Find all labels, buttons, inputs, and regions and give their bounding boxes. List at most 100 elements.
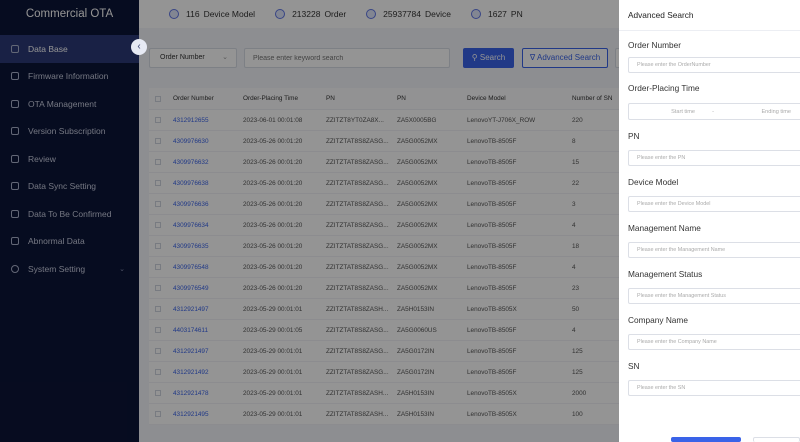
order-number-link[interactable]: 4309976634 [173,221,209,229]
row-checkbox[interactable] [155,327,161,333]
row-checkbox[interactable] [155,264,161,270]
order-number-link[interactable]: 4309976638 [173,179,209,187]
row-checkbox[interactable] [155,369,161,375]
table-row[interactable]: 4309976638 2023-05-26 00:01:20 ZZITZTAT8S8… [149,173,799,194]
row-checkbox[interactable] [155,117,161,123]
table-row[interactable]: 4312921492 2023-05-29 00:01:01 ZZITZTAT8S8… [149,362,799,383]
table-row[interactable]: 4312921478 2023-05-29 00:01:01 ZZITZTAT8S8… [149,383,799,404]
table-row[interactable]: 4312921495 2023-05-29 00:01:01 ZZITZTAT8S8… [149,404,799,425]
order-time-range[interactable]: Start time - Ending time [628,103,800,120]
device-model-input[interactable]: Please enter the Device Model [628,196,800,212]
advanced-search-button[interactable]: ∇ Advanced Search [522,48,608,68]
order-number-input[interactable]: Please enter the OrderNumber [628,57,800,73]
table-cell: ZZITZTAT8S8ZASG... [326,284,389,292]
management-status-input[interactable]: Please enter the Management Status [628,288,800,304]
table-row[interactable]: 4403174611 2023-05-29 00:01:05 ZZITZTAT8S8… [149,320,799,341]
table-cell: LenovoTB-8505X [467,389,517,397]
table-row[interactable]: 4309976635 2023-05-26 00:01:20 ZZITZTAT8S8… [149,236,799,257]
table-cell: 2023-05-29 00:01:01 [243,389,303,397]
table-row[interactable]: 4309976632 2023-05-26 00:01:20 ZZITZTAT8S8… [149,152,799,173]
sn-input[interactable]: Please enter the SN [628,380,800,396]
table-row[interactable]: 4309976630 2023-05-26 00:01:20 ZZITZTAT8S8… [149,131,799,152]
search-input[interactable] [244,48,450,68]
table-cell: ZA5X0005BG [397,116,437,124]
order-number-link[interactable]: 4309976636 [173,200,209,208]
sidebar-item-label: Data To Be Confirmed [28,208,112,219]
row-checkbox[interactable] [155,180,161,186]
search-button[interactable]: ⚲ Search [463,48,514,68]
row-checkbox[interactable] [155,306,161,312]
table-row[interactable]: 4312921497 2023-05-29 00:01:01 ZZITZTAT8S8… [149,341,799,362]
table-cell: 100 [572,410,583,418]
sidebar-item-data-to-be-confirmed[interactable]: Data To Be Confirmed [0,200,139,228]
table-cell: 2023-05-29 00:01:01 [243,347,303,355]
pn-input[interactable]: Please enter the PN [628,150,800,166]
table-row[interactable]: 4309976548 2023-05-26 00:01:20 ZZITZTAT8S8… [149,257,799,278]
reset-button[interactable] [753,437,800,442]
column-header[interactable]: Order Number [173,95,214,102]
row-checkbox[interactable] [155,390,161,396]
field-label: Company Name [628,315,688,325]
abnormal-icon [11,237,19,246]
row-checkbox[interactable] [155,222,161,228]
row-checkbox[interactable] [155,243,161,249]
end-time[interactable]: Ending time [761,108,791,115]
company-name-input[interactable]: Please enter the Company Name [628,334,800,350]
sidebar-item-data-base[interactable]: Data Base [0,35,139,63]
order-number-link[interactable]: 4309976549 [173,284,209,292]
order-number-link[interactable]: 4309976630 [173,137,209,145]
table-cell: 2023-05-29 00:01:01 [243,368,303,376]
table-row[interactable]: 4309976549 2023-05-26 00:01:20 ZZITZTAT8S8… [149,278,799,299]
column-header[interactable]: Device Model [467,95,506,102]
confirm-button[interactable] [671,437,741,442]
order-number-link[interactable]: 4312921497 [173,347,209,355]
modal-overlay[interactable] [0,0,619,442]
sidebar-item-system-setting[interactable]: System Setting ⌄ [0,255,139,283]
stat-count: 116 [186,9,200,19]
sn-field: SN Please enter the SN [619,358,800,396]
collapse-sidebar-button[interactable]: ‹ [131,39,147,55]
field-label: SN [628,361,640,371]
order-number-link[interactable]: 4309976635 [173,242,209,250]
table-row[interactable]: 4309976636 2023-05-26 00:01:20 ZZITZTAT8S8… [149,194,799,215]
order-number-link[interactable]: 4312921478 [173,389,209,397]
row-checkbox[interactable] [155,159,161,165]
table-row[interactable]: 4312912655 2023-06-01 00:01:08 ZZITZT8YT0Z… [149,110,799,131]
table-cell: ZZITZTAT8S8ZASG... [326,242,389,250]
order-number-link[interactable]: 4312921495 [173,410,209,418]
table-cell: 2023-05-29 00:01:01 [243,305,303,313]
table-row[interactable]: 4309976634 2023-05-26 00:01:20 ZZITZTAT8S8… [149,215,799,236]
row-checkbox[interactable] [155,138,161,144]
sidebar-item-abnormal-data[interactable]: Abnormal Data [0,228,139,256]
search-field-select[interactable]: Order Number ⌄ [149,48,237,68]
table-row[interactable]: 4312921497 2023-05-29 00:01:01 ZZITZTAT8S8… [149,299,799,320]
order-number-link[interactable]: 4309976632 [173,158,209,166]
row-checkbox[interactable] [155,411,161,417]
settings-icon [11,264,19,273]
order-number-link[interactable]: 4312921492 [173,368,209,376]
row-checkbox[interactable] [155,348,161,354]
column-header[interactable]: Number of SN [572,95,613,102]
column-header[interactable]: PN [397,95,406,102]
sidebar-item-label: Firmware Information [28,71,109,82]
order-number-link[interactable]: 4309976548 [173,263,209,271]
table-cell: ZZITZT8YT0ZA8X... [326,116,384,124]
order-number-link[interactable]: 4403174611 [173,326,209,334]
column-header[interactable]: Order-Placing Time [243,95,299,102]
sidebar-item-firmware-information[interactable]: Firmware Information [0,63,139,91]
column-header[interactable]: PN [326,95,335,102]
row-checkbox[interactable] [155,201,161,207]
sidebar-item-review[interactable]: Review [0,145,139,173]
management-name-input[interactable]: Please enter the Management Name [628,242,800,258]
select-all-checkbox[interactable] [155,95,161,102]
start-time[interactable]: Start time [671,108,695,115]
sidebar-item-ota-management[interactable]: OTA Management [0,90,139,118]
sidebar-item-data-sync-setting[interactable]: Data Sync Setting [0,173,139,201]
order-number-link[interactable]: 4312921497 [173,305,209,313]
stat-device-model: 116 Device Model [169,9,255,19]
review-icon [11,154,19,163]
sidebar-item-version-subscription[interactable]: Version Subscription [0,118,139,146]
order-number-link[interactable]: 4312912655 [173,116,209,124]
row-checkbox[interactable] [155,285,161,291]
database-icon [11,44,19,53]
